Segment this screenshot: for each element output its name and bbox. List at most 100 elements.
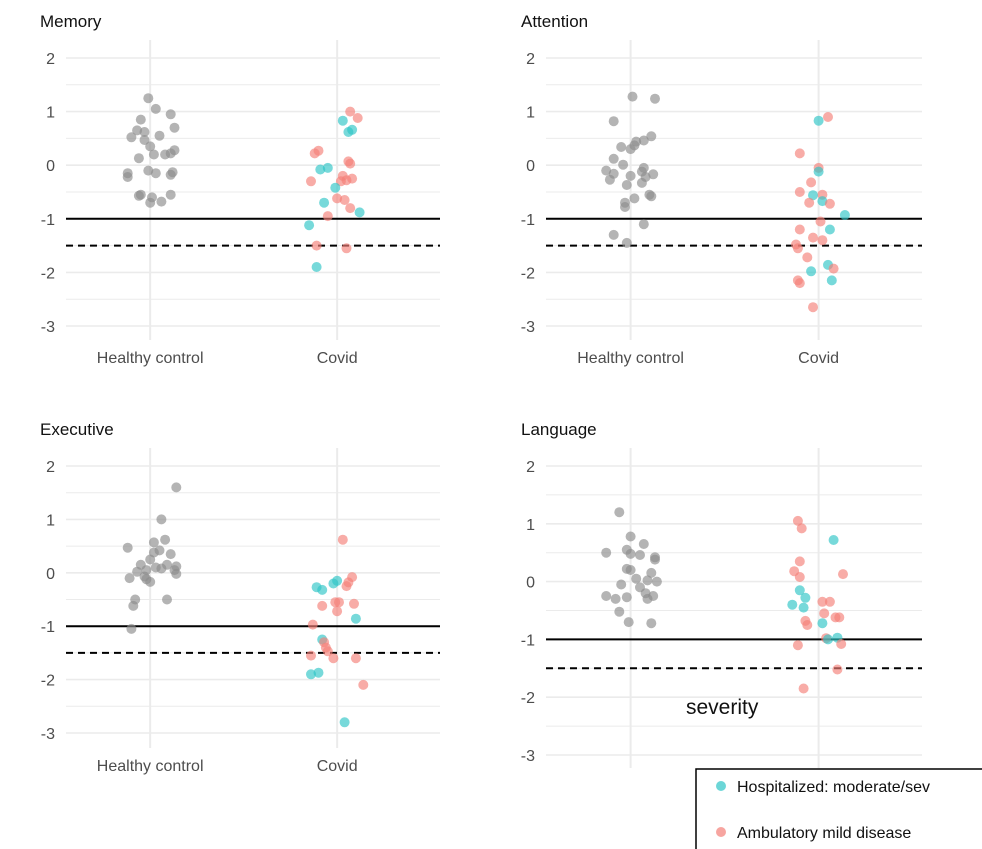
- legend-key-hospitalized: [716, 781, 726, 791]
- data-point-control: [651, 576, 662, 587]
- data-point-control: [165, 549, 176, 560]
- y-tick-label: 1: [46, 512, 55, 529]
- y-tick-label: -3: [41, 319, 55, 336]
- y-tick-label: 2: [526, 51, 535, 68]
- data-point-ambulatory: [794, 187, 805, 197]
- data-point-control: [646, 567, 657, 578]
- data-point-ambulatory: [306, 176, 316, 187]
- data-point-ambulatory: [806, 177, 817, 188]
- data-point-ambulatory: [317, 600, 328, 611]
- data-point-control: [126, 132, 137, 143]
- data-point-ambulatory: [834, 612, 845, 623]
- y-tick-label: -2: [521, 265, 535, 282]
- data-point-ambulatory: [341, 581, 352, 592]
- data-point-control: [629, 193, 640, 204]
- y-tick-label: 2: [46, 459, 55, 476]
- data-point-ambulatory: [358, 679, 369, 690]
- legend-title-layer: severity: [686, 696, 759, 719]
- data-point-control: [648, 169, 659, 180]
- x-tick-label: Healthy control: [97, 350, 204, 367]
- data-point-ambulatory: [339, 195, 350, 205]
- y-tick-label: 1: [526, 105, 535, 122]
- data-point-control: [625, 170, 636, 181]
- data-point-hospitalized: [322, 162, 333, 173]
- data-point-hospitalized: [330, 182, 341, 193]
- data-point-control: [621, 592, 632, 603]
- data-point-ambulatory: [332, 606, 343, 617]
- data-point-control: [128, 600, 139, 611]
- data-point-hospitalized: [328, 578, 339, 589]
- y-tick-label: 1: [526, 517, 535, 534]
- data-point-control: [646, 191, 657, 202]
- data-point-hospitalized: [306, 669, 316, 680]
- data-point-hospitalized: [826, 275, 837, 286]
- data-point-ambulatory: [832, 664, 843, 675]
- data-point-ambulatory: [808, 302, 818, 313]
- data-point-ambulatory: [794, 278, 805, 289]
- data-point-hospitalized: [824, 224, 835, 235]
- data-point-control: [601, 165, 612, 176]
- data-point-control: [145, 197, 156, 208]
- data-point-ambulatory: [815, 216, 826, 227]
- data-point-ambulatory: [819, 608, 830, 619]
- data-point-ambulatory: [792, 243, 803, 254]
- data-point-ambulatory: [350, 653, 361, 664]
- data-point-ambulatory: [828, 263, 839, 274]
- data-point-control: [156, 563, 167, 574]
- data-point-ambulatory: [836, 639, 847, 649]
- data-point-control: [143, 93, 154, 104]
- data-point-control: [160, 534, 171, 545]
- panel-title: Executive: [40, 420, 114, 439]
- data-point-hospitalized: [828, 535, 839, 545]
- data-point-control: [620, 202, 630, 212]
- panel-attention: Attention 2 1 0 -1 -2 -3 Healthy control Covid: [521, 12, 922, 367]
- data-point-control: [650, 93, 660, 104]
- y-tick-label: -3: [521, 319, 535, 336]
- y-tick-label: 1: [46, 105, 55, 122]
- data-point-hospitalized: [313, 667, 324, 678]
- y-tick-label: -1: [41, 619, 55, 636]
- data-point-control: [171, 482, 182, 493]
- panel-executive: Executive 2 1 0 -1 -2 -3 Healthy control Covid: [40, 420, 440, 775]
- y-tick-label: -2: [521, 690, 535, 707]
- data-point-control: [122, 172, 133, 182]
- data-point-ambulatory: [307, 619, 318, 630]
- y-tick-label: 0: [46, 566, 55, 583]
- data-point-hospitalized: [823, 634, 833, 645]
- data-point-control: [126, 623, 137, 634]
- data-point-control: [165, 169, 176, 180]
- data-point-control: [608, 229, 619, 240]
- data-point-ambulatory: [792, 640, 803, 651]
- data-point-control: [642, 593, 653, 604]
- data-point-ambulatory: [349, 598, 359, 609]
- y-tick-label: -1: [521, 212, 535, 229]
- panel-title: Language: [521, 420, 597, 439]
- data-point-hospitalized: [337, 115, 348, 126]
- data-point-control: [139, 135, 150, 145]
- data-point-ambulatory: [345, 158, 356, 169]
- legend-box: [695, 768, 982, 849]
- y-tick-label: -1: [521, 632, 535, 649]
- data-point-hospitalized: [839, 210, 850, 220]
- y-tick-label: -2: [41, 265, 55, 282]
- data-point-ambulatory: [796, 523, 807, 534]
- data-point-control: [610, 593, 621, 604]
- data-point-hospitalized: [304, 220, 315, 231]
- y-tick-label: -3: [521, 748, 535, 765]
- data-point-control: [601, 547, 612, 558]
- data-point-hospitalized: [317, 584, 328, 595]
- data-point-control: [608, 153, 619, 164]
- data-point-control: [148, 149, 159, 160]
- data-point-hospitalized: [354, 207, 365, 218]
- data-point-control: [623, 617, 634, 628]
- data-point-control: [627, 91, 638, 102]
- y-tick-label: 0: [526, 575, 535, 592]
- data-point-control: [156, 196, 167, 207]
- panel-language: Language 2 1 0 -1 -2 -3: [521, 420, 922, 768]
- data-point-control: [625, 565, 636, 575]
- data-point-hospitalized: [315, 164, 326, 175]
- y-tick-label: -2: [41, 673, 55, 690]
- data-point-control: [171, 568, 182, 579]
- data-point-ambulatory: [794, 148, 805, 159]
